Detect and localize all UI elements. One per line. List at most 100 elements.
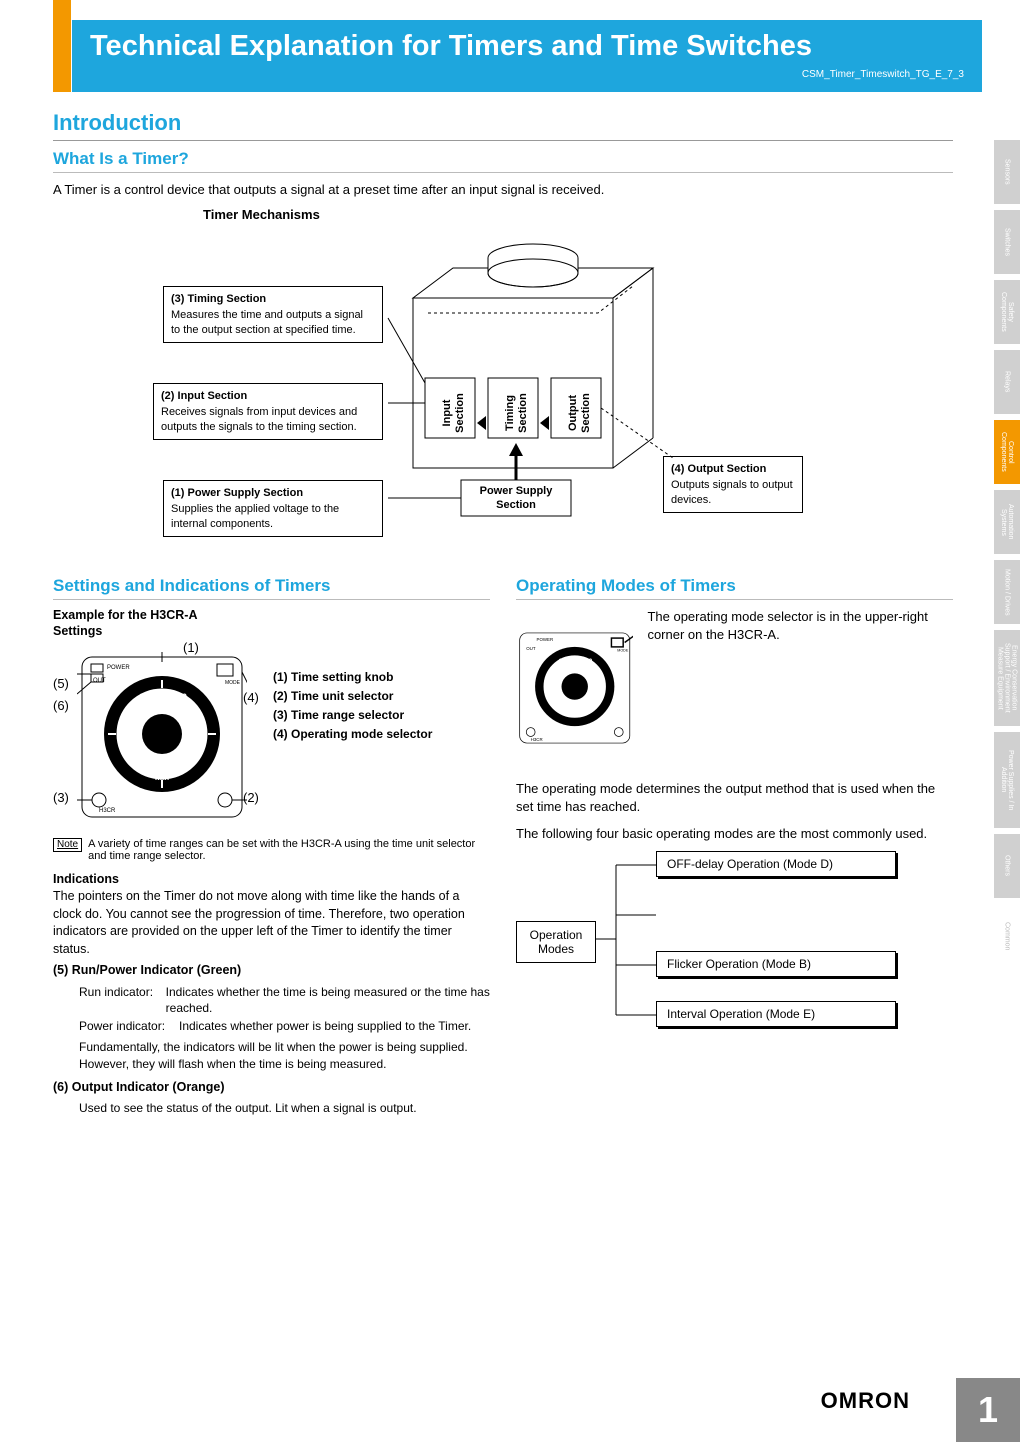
svg-text:POWER: POWER — [107, 665, 130, 671]
cal-5: (5) — [53, 676, 69, 691]
dial-annotations: (1) Time setting knob (2) Time unit sele… — [273, 640, 432, 830]
callout-num-3: (3) — [171, 293, 184, 305]
annot-4: (4) Operating mode selector — [273, 725, 432, 743]
modes-body2: The following four basic operating modes… — [516, 825, 953, 843]
mechanisms-title: Timer Mechanisms — [203, 207, 953, 222]
svg-text:min: min — [155, 773, 169, 782]
heading-what-is-timer: What Is a Timer? — [53, 149, 953, 173]
svg-text:POWER: POWER — [537, 637, 554, 642]
mode-d: OFF-delay Operation (Mode D) — [656, 851, 896, 877]
callout-num-2: (2) — [161, 390, 174, 402]
svg-text:0: 0 — [133, 759, 138, 769]
callout-text-1: Supplies the applied voltage to the inte… — [171, 502, 375, 531]
note-text: A variety of time ranges can be set with… — [88, 838, 490, 862]
callout-text-2: Receives signals from input devices and … — [161, 405, 375, 434]
heading-modes: Operating Modes of Timers — [516, 576, 953, 600]
svg-text:H3CR: H3CR — [531, 737, 543, 742]
op-modes-label: Operation Modes — [516, 921, 596, 963]
svg-text:H3CR: H3CR — [99, 808, 116, 814]
svg-text:10: 10 — [559, 658, 567, 665]
example-label: Example for the H3CR-A — [53, 608, 490, 622]
mechanisms-diagram: (3) Timing Section Measures the time and… — [53, 228, 833, 558]
svg-text:Section: Section — [517, 393, 529, 433]
intro-body: A Timer is a control device that outputs… — [53, 181, 953, 199]
svg-text:25: 25 — [195, 724, 205, 734]
ind5-pow-text: Indicates whether power is being supplie… — [179, 1018, 471, 1035]
side-tab[interactable]: Common — [994, 904, 1020, 968]
page-number: 1 — [956, 1378, 1020, 1442]
modes-body1: The operating mode determines the output… — [516, 780, 953, 816]
main-content: Introduction What Is a Timer? A Timer is… — [53, 110, 953, 1117]
svg-text:Output: Output — [567, 395, 579, 431]
side-tab[interactable]: Power Supplies / In Addition — [994, 732, 1020, 828]
title-banner: Technical Explanation for Timers and Tim… — [72, 20, 982, 92]
ind5-run-text: Indicates whether the time is being meas… — [166, 984, 490, 1018]
annot-3: (3) Time range selector — [273, 706, 432, 724]
svg-text:25: 25 — [597, 680, 605, 687]
svg-text:20: 20 — [585, 658, 593, 665]
note-badge: Note — [53, 838, 82, 852]
callout-title-4: Output Section — [688, 463, 767, 475]
svg-text:Section: Section — [580, 393, 592, 433]
side-tab[interactable]: Switches — [994, 210, 1020, 274]
side-tab[interactable]: Others — [994, 834, 1020, 898]
settings-label: Settings — [53, 624, 490, 638]
cal-3: (3) — [53, 790, 69, 805]
page-title: Technical Explanation for Timers and Tim… — [90, 30, 964, 63]
svg-text:5: 5 — [547, 680, 551, 687]
callout-title-3: Timing Section — [188, 293, 267, 305]
tree-lines — [596, 851, 656, 1031]
ind5-block: Run indicator:Indicates whether the time… — [79, 984, 490, 1073]
side-tab[interactable]: Relays — [994, 350, 1020, 414]
callout-num-1: (1) — [171, 487, 184, 499]
svg-text:min: min — [570, 714, 581, 720]
svg-text:30: 30 — [589, 704, 597, 711]
svg-text:Power Supply: Power Supply — [480, 485, 554, 497]
callout-timing-section: (3) Timing Section Measures the time and… — [163, 286, 383, 343]
side-tabs: Sensors Switches Safety Components Relays Co… — [994, 140, 1020, 974]
svg-text:OUT: OUT — [526, 646, 536, 651]
heading-settings: Settings and Indications of Timers — [53, 576, 490, 600]
svg-text:MODE: MODE — [617, 648, 629, 652]
side-tab[interactable]: Energy Conservation Support / Environmen… — [994, 630, 1020, 726]
ind6-title: (6) Output Indicator (Orange) — [53, 1079, 490, 1097]
mechanism-svg: Input Section Timing Section Output Sect… — [383, 228, 693, 558]
side-tab[interactable]: Motion / Drives — [994, 560, 1020, 624]
ind5-title: (5) Run/Power Indicator (Green) — [53, 962, 490, 980]
callout-title-1: Power Supply Section — [188, 487, 304, 499]
svg-text:5: 5 — [121, 724, 126, 734]
side-tab[interactable]: Automation Systems — [994, 490, 1020, 554]
dial-diagram: (1) (5) (6) (4) (3) (2) — [53, 640, 263, 830]
callout-text-3: Measures the time and outputs a signal t… — [171, 308, 375, 337]
callout-power-section: (1) Power Supply Section Supplies the ap… — [163, 480, 383, 537]
ind5-fund: Fundamentally, the indicators will be li… — [79, 1039, 490, 1073]
indications-label: Indications — [53, 872, 490, 886]
op-modes-text: Operation Modes — [530, 928, 583, 956]
annot-2: (2) Time unit selector — [273, 687, 432, 705]
svg-text:Timing: Timing — [504, 395, 516, 431]
svg-text:Section: Section — [454, 393, 466, 433]
svg-text:Input: Input — [441, 399, 453, 426]
ind5-pow-label: Power indicator: — [79, 1018, 179, 1035]
heading-introduction: Introduction — [53, 110, 953, 141]
ind5-run-label: Run indicator: — [79, 984, 166, 1018]
side-tab[interactable]: Safety Components — [994, 280, 1020, 344]
svg-text:20: 20 — [177, 692, 187, 702]
svg-text:MODE: MODE — [225, 680, 241, 686]
svg-text:10: 10 — [139, 692, 149, 702]
modes-intro: The operating mode selector is in the up… — [647, 608, 953, 760]
modes-column: Operating Modes of Timers 10 20 5 25 0 3… — [516, 576, 953, 1117]
callout-title-2: Input Section — [178, 390, 248, 402]
mode-dial-svg: 10 20 5 25 0 30 min POWER OUT MODE H3CR — [516, 608, 633, 768]
mode-b: Flicker Operation (Mode B) — [656, 951, 896, 977]
note-row: Note A variety of time ranges can be set… — [53, 838, 490, 862]
annot-1: (1) Time setting knob — [273, 668, 432, 686]
doc-code: CSM_Timer_Timeswitch_TG_E_7_3 — [90, 69, 964, 80]
side-tab[interactable]: Sensors — [994, 140, 1020, 204]
svg-text:30: 30 — [183, 759, 193, 769]
ind6-text: Used to see the status of the output. Li… — [79, 1100, 490, 1117]
svg-text:OUT: OUT — [93, 678, 106, 684]
side-tab[interactable]: Control Components — [994, 420, 1020, 484]
brand-logo: OMRON — [821, 1388, 910, 1414]
cal-6: (6) — [53, 698, 69, 713]
